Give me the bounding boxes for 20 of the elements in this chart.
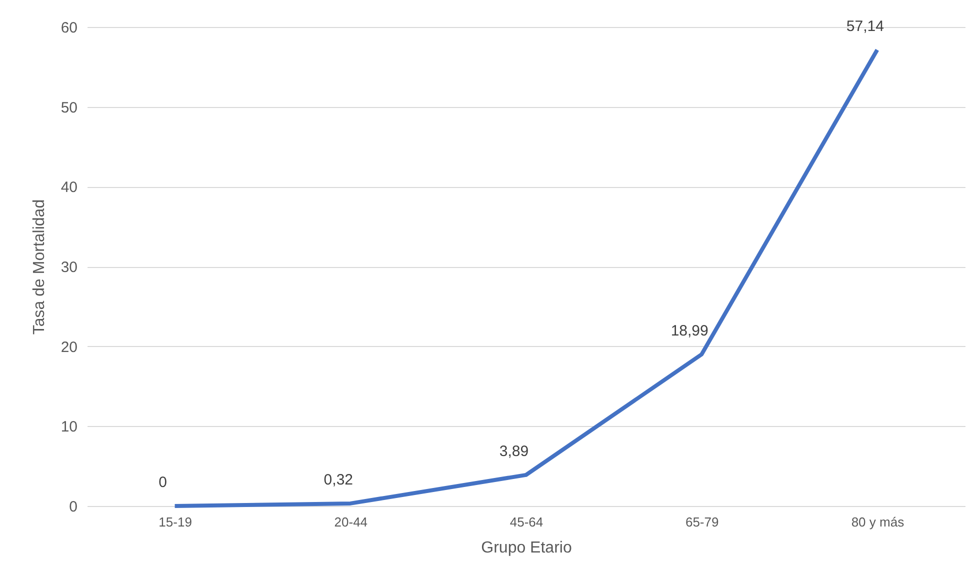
y-tick-label: 20 [60, 338, 78, 356]
y-tick-label: 60 [60, 20, 78, 36]
line-series [172, 48, 880, 508]
x-tick-label: 20-44 [334, 514, 368, 530]
data-label: 57,14 [846, 18, 884, 35]
x-tick-label: 65-79 [685, 514, 719, 530]
data-label: 3,89 [499, 442, 529, 460]
data-label: 0 [158, 474, 167, 491]
y-tick-label: 40 [60, 179, 78, 196]
y-axis-title: Tasa de Mortalidad [30, 199, 48, 335]
x-tick-label: 80 y más [851, 514, 905, 530]
y-tick-label: 0 [69, 498, 78, 516]
data-label: 18,99 [670, 322, 708, 340]
y-tick-label: 50 [60, 99, 78, 116]
x-tick-label: 45-64 [510, 514, 544, 530]
y-tick-label: 10 [60, 418, 78, 436]
y-tick-label: 30 [60, 259, 78, 276]
data-label: 0,32 [324, 471, 353, 488]
x-axis-title: Grupo Etario [481, 540, 572, 556]
x-tick-label: 15-19 [158, 514, 192, 530]
